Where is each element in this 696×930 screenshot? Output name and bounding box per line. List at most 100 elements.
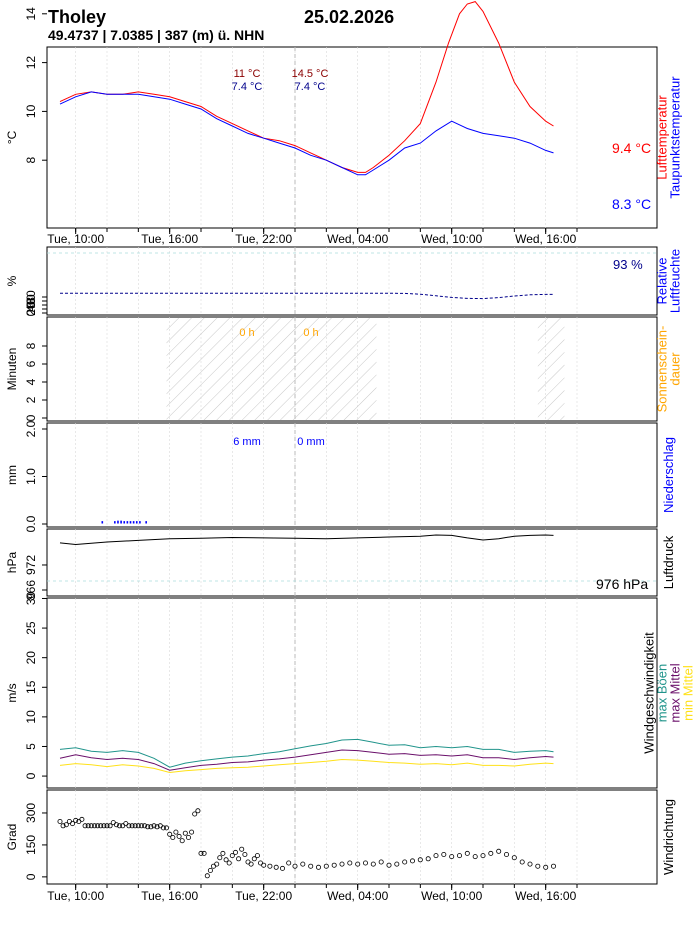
- y-tick-label: 8: [24, 157, 38, 164]
- y-tick-label: 966: [24, 580, 38, 600]
- wind-direction-point: [511, 855, 517, 861]
- wind-direction-point: [145, 824, 151, 830]
- wind-direction-point: [82, 823, 88, 829]
- wind-direction-point: [220, 850, 226, 856]
- side-label: Sonnenschein-: [655, 326, 670, 413]
- wind-direction-point: [198, 850, 204, 856]
- wind-direction-point: [160, 825, 166, 831]
- wind-direction-point: [441, 852, 447, 858]
- y-tick-label: 300: [24, 803, 38, 823]
- wind-direction-point: [214, 861, 220, 867]
- night-period: [166, 318, 377, 420]
- wind-direction-point: [267, 863, 273, 869]
- y-axis-label: %: [5, 275, 19, 286]
- wind-direction-point: [551, 863, 557, 869]
- x-tick-label: Wed, 16:00: [515, 232, 576, 246]
- y-tick-label: 80: [24, 290, 38, 304]
- wind-direction-point: [73, 817, 79, 823]
- x-tick-label: Wed, 04:00: [327, 889, 388, 903]
- wind-direction-point: [138, 823, 144, 829]
- wind-direction-point: [79, 816, 85, 822]
- precip-bar: [145, 521, 147, 524]
- x-tick-label: Wed, 10:00: [421, 232, 482, 246]
- annotation-min-dew: 7.4 °C: [232, 81, 263, 93]
- wind-direction-point: [126, 823, 132, 829]
- y-axis-label: °C: [5, 130, 19, 144]
- side-label: Windrichtung: [661, 799, 676, 875]
- wind-direction-point: [226, 860, 232, 866]
- x-tick-label: Tue, 16:00: [141, 889, 198, 903]
- wind-direction-point: [207, 868, 213, 874]
- wind-direction-point: [113, 822, 119, 828]
- wind-direction-point: [488, 850, 494, 856]
- y-tick-label: 20: [24, 651, 38, 665]
- wind-direction-point: [179, 838, 185, 844]
- y-tick-label: 2.0: [24, 420, 38, 437]
- wind-direction-point: [236, 856, 242, 862]
- wind-direction-point: [232, 849, 238, 855]
- wind-direction-point: [300, 861, 306, 867]
- y-tick-label: 8: [24, 342, 38, 349]
- wind-direction-point: [254, 853, 260, 859]
- panel-frame: [46, 422, 658, 528]
- side-label: dauer: [668, 352, 683, 386]
- wind-direction-point: [85, 823, 91, 829]
- wind-direction-point: [425, 856, 431, 862]
- annotation-max-temp: 14.5 °C: [292, 68, 329, 80]
- annotation-precip-day1: 6 mm: [233, 436, 261, 448]
- wind-direction-point: [135, 823, 141, 829]
- y-tick-label: 40: [24, 298, 38, 312]
- wind-direction-point: [315, 864, 321, 870]
- wind-direction-point: [292, 863, 298, 869]
- annotation-precip-day2: 0 mm: [297, 436, 325, 448]
- side-label: Relative: [655, 258, 670, 305]
- side-label: Lufttemperatur: [655, 95, 670, 180]
- precip-bar: [101, 521, 104, 524]
- wind-direction-point: [331, 862, 337, 868]
- wind-direction-point: [239, 846, 245, 852]
- wind-direction-point: [92, 823, 98, 829]
- precip-bar: [114, 521, 116, 524]
- station-coordinates: 49.4737 | 7.0385 | 387 (m) ü. NHN: [48, 27, 265, 43]
- precip-bar: [129, 521, 132, 524]
- panel-frame: [46, 246, 658, 316]
- x-tick-label: Tue, 16:00: [141, 232, 198, 246]
- y-tick-label: 30: [24, 591, 38, 605]
- y-tick-label: 0.0: [24, 515, 38, 532]
- wind-direction-point: [189, 829, 195, 835]
- wind-direction-point: [173, 829, 179, 835]
- wind-direction-point: [433, 853, 439, 859]
- precip-bar: [139, 521, 141, 524]
- wind-direction-point: [167, 831, 173, 837]
- wind-direction-point: [98, 823, 104, 829]
- wind-direction-point: [472, 854, 478, 860]
- y-tick-label: 5: [24, 743, 38, 750]
- wind-direction-point: [60, 823, 66, 829]
- pressure-panel: 966 972 hPa Luftdruck 976 hPa: [5, 528, 676, 600]
- wind-direction-point: [527, 861, 533, 867]
- wind-direction-point: [248, 861, 254, 867]
- y-tick-label: 1.0: [24, 468, 38, 485]
- wind-direction-point: [394, 861, 400, 867]
- wind-direction-point: [132, 823, 138, 829]
- wind-direction-point: [519, 859, 525, 865]
- current-humidity: 93 %: [613, 257, 643, 272]
- annotation-sunshine-day1: 0 h: [239, 327, 254, 339]
- y-axis-label: Minuten: [5, 348, 19, 391]
- wind-direction-point: [223, 857, 229, 863]
- wind-direction-point: [347, 860, 353, 866]
- wind-direction-point: [308, 863, 314, 869]
- current-dewpoint: 8.3 °C: [612, 196, 651, 212]
- precip-bar: [123, 521, 126, 524]
- wind-direction-point: [323, 863, 329, 869]
- y-tick-label: 4: [24, 378, 38, 385]
- x-tick-label: Wed, 10:00: [421, 889, 482, 903]
- y-tick-label: 14: [24, 7, 38, 21]
- wind-direction-point: [104, 823, 110, 829]
- series-line: [59, 758, 554, 774]
- y-tick-label: 0: [24, 309, 38, 316]
- wind-direction-point: [355, 861, 361, 867]
